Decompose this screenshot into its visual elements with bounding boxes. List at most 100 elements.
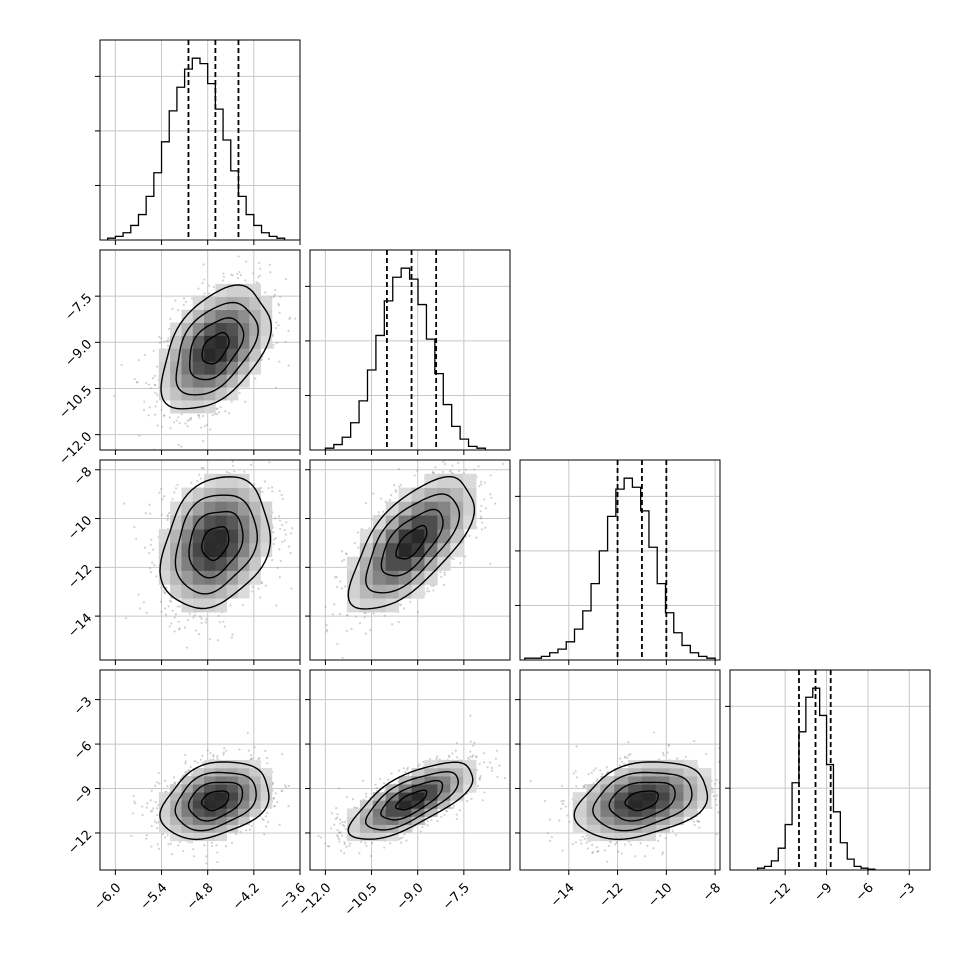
- scatter-point: [560, 784, 564, 788]
- scatter-point: [205, 423, 209, 426]
- density-cell: [238, 768, 250, 777]
- scatter-point: [605, 766, 608, 769]
- scatter-point: [722, 769, 724, 771]
- scatter-point: [146, 801, 149, 805]
- scatter-point: [167, 605, 170, 608]
- scatter-point: [440, 815, 443, 818]
- scatter-point: [413, 474, 416, 477]
- scatter-point: [455, 817, 458, 821]
- density-cell: [181, 309, 194, 323]
- scatter-point: [390, 772, 393, 775]
- scatter-point: [290, 587, 293, 590]
- scatter-point: [364, 841, 367, 845]
- scatter-point: [255, 281, 258, 284]
- scatter-point: [686, 817, 689, 820]
- scatter-point: [429, 584, 433, 587]
- scatter-point: [399, 603, 402, 607]
- scatter-point: [161, 833, 164, 836]
- density-cell: [181, 322, 194, 336]
- scatter-point: [726, 795, 728, 797]
- density-cell: [226, 361, 239, 375]
- density-cell: [249, 283, 261, 298]
- scatter-point: [693, 739, 696, 743]
- scatter-point: [458, 809, 461, 812]
- density-cell: [181, 800, 194, 809]
- density-cell: [372, 598, 386, 613]
- density-cell: [158, 556, 171, 571]
- scatter-point: [558, 819, 561, 822]
- scatter-point: [349, 842, 352, 845]
- scatter-point: [560, 807, 563, 810]
- density-cell: [238, 296, 250, 310]
- scatter-point: [336, 835, 340, 838]
- scatter-point: [151, 548, 155, 551]
- scatter-point: [409, 600, 412, 603]
- scatter-point: [341, 656, 344, 659]
- scatter-point: [399, 837, 402, 840]
- density-cell: [463, 501, 477, 516]
- scatter-point: [471, 755, 474, 759]
- scatter-point: [216, 412, 219, 416]
- scatter-point: [196, 479, 199, 483]
- density-cell: [238, 501, 250, 516]
- density-cell: [226, 800, 239, 809]
- scatter-point: [627, 740, 630, 744]
- scatter-point: [339, 818, 342, 821]
- density-cell: [249, 322, 261, 336]
- scatter-point: [274, 537, 277, 540]
- scatter-point: [620, 760, 624, 763]
- scatter-point: [190, 481, 193, 484]
- pair-content: [324, 460, 510, 659]
- scatter-point: [263, 833, 266, 836]
- density-cell: [192, 792, 205, 801]
- scatter-point: [429, 757, 432, 761]
- density-cell: [437, 501, 451, 516]
- scatter-point: [607, 844, 610, 847]
- scatter-point: [188, 841, 191, 844]
- scatter-point: [662, 754, 665, 757]
- density-cell: [215, 556, 227, 571]
- density-cell: [181, 824, 194, 834]
- scatter-point: [324, 605, 327, 608]
- scatter-point: [727, 785, 729, 787]
- density-cell: [411, 768, 425, 777]
- scatter-point: [150, 789, 153, 792]
- scatter-point: [294, 317, 297, 320]
- density-cell: [372, 556, 386, 571]
- scatter-point: [277, 304, 281, 307]
- scatter-point: [168, 599, 172, 602]
- scatter-point: [273, 293, 276, 296]
- scatter-point: [185, 770, 188, 774]
- scatter-point: [205, 862, 208, 865]
- scatter-point: [184, 760, 187, 763]
- scatter-point: [355, 615, 358, 618]
- density-cell: [215, 776, 227, 785]
- density-cell: [249, 800, 261, 809]
- density-cell: [215, 824, 227, 834]
- scatter-point: [264, 291, 267, 294]
- scatter-point: [260, 358, 264, 361]
- scatter-point: [339, 580, 342, 583]
- scatter-point: [478, 485, 481, 488]
- scatter-point: [190, 841, 194, 844]
- scatter-point: [450, 557, 453, 560]
- scatter-point: [200, 426, 203, 429]
- scatter-point: [276, 566, 279, 570]
- density-cell: [204, 792, 216, 801]
- scatter-point: [345, 629, 349, 632]
- scatter-point: [154, 801, 157, 804]
- scatter-point: [469, 714, 472, 717]
- scatter-point: [188, 418, 191, 421]
- scatter-point: [274, 792, 277, 795]
- scatter-point: [184, 771, 187, 774]
- density-cell: [249, 776, 261, 785]
- density-cell: [238, 776, 250, 785]
- scatter-point: [698, 820, 701, 823]
- scatter-point: [596, 778, 599, 781]
- scatter-point: [233, 470, 236, 473]
- density-cell: [204, 808, 216, 817]
- hist-panel-1: [305, 249, 511, 455]
- scatter-point: [153, 820, 157, 823]
- scatter-point: [173, 491, 176, 494]
- scatter-point: [498, 764, 501, 767]
